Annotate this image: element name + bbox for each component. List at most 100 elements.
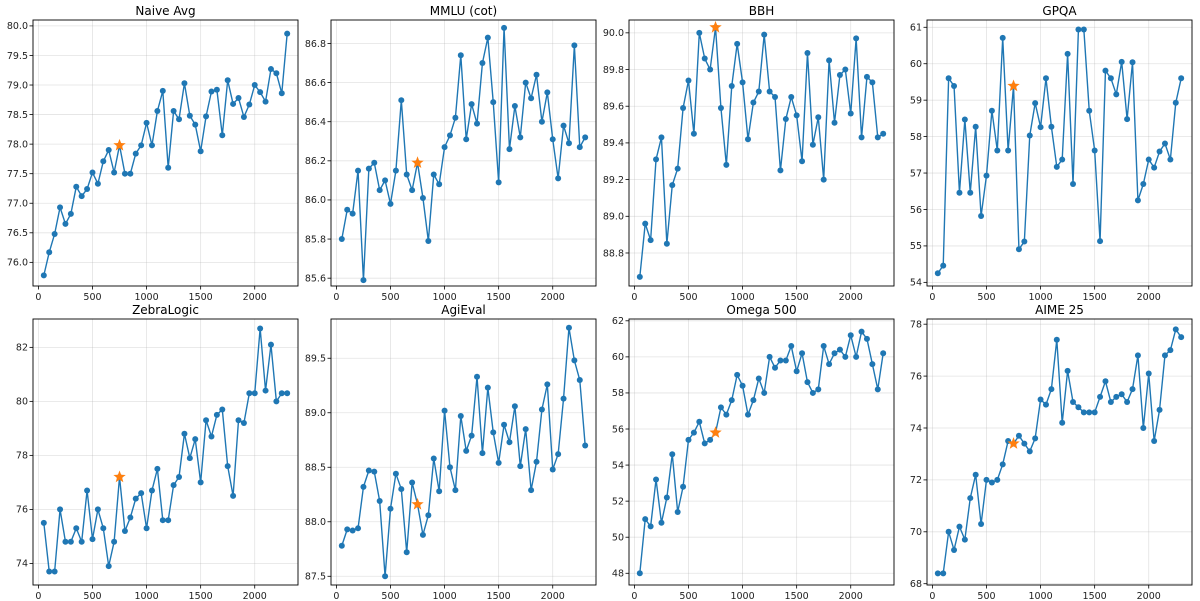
data-point — [1178, 334, 1185, 341]
data-point — [696, 29, 703, 36]
highlight-star-marker — [411, 156, 424, 169]
data-point — [777, 357, 784, 364]
data-point — [1161, 352, 1168, 359]
data-point — [484, 34, 491, 41]
panel-naive-avg: Naive Avg 0 500 1000 1500 2000 76.0 76.5 77.0 77… — [7, 4, 299, 303]
data-point — [544, 381, 551, 388]
series-line — [639, 330, 884, 574]
data-point — [517, 463, 524, 470]
data-point — [528, 95, 535, 102]
grid — [629, 319, 894, 585]
x-tick-label: 0 — [35, 591, 41, 601]
data-point — [1070, 180, 1077, 187]
data-point — [344, 206, 351, 213]
data-point — [777, 167, 784, 174]
data-point — [40, 272, 47, 279]
data-point — [799, 158, 806, 165]
data-point — [1070, 399, 1077, 406]
data-point — [409, 187, 416, 194]
y-tick-label: 78 — [16, 451, 28, 462]
grid — [927, 20, 1192, 286]
data-point — [479, 450, 486, 457]
data-point — [349, 210, 356, 217]
x-tick-label: 0 — [333, 591, 339, 601]
series-line — [937, 28, 1182, 274]
data-point — [869, 361, 876, 368]
data-point — [186, 455, 193, 462]
x-tick-label: 2000 — [243, 292, 267, 303]
x-tick-label: 2000 — [541, 292, 565, 303]
panel-bbh: BBH 0 500 1000 1500 2000 88.8 89.0 89.2 89.4 89.6… — [603, 4, 895, 303]
data-point — [349, 527, 356, 534]
data-points — [636, 24, 887, 280]
series-line — [341, 327, 586, 577]
data-point — [278, 90, 285, 97]
data-point — [148, 487, 155, 494]
data-point — [1091, 147, 1098, 154]
y-tick-label: 52 — [612, 496, 624, 507]
data-point — [382, 177, 389, 184]
x-tick-label: 500 — [381, 591, 399, 601]
data-point — [452, 114, 459, 121]
y-tick-label: 89.6 — [603, 102, 624, 113]
grid — [331, 319, 596, 585]
data-point — [1124, 399, 1131, 406]
data-point — [403, 171, 410, 178]
data-point — [267, 341, 274, 348]
data-point — [143, 119, 150, 126]
data-point — [436, 181, 443, 188]
y-tick-label: 78 — [910, 319, 922, 330]
data-point — [701, 440, 708, 447]
series-line — [43, 33, 288, 276]
data-point — [78, 538, 85, 545]
y-tick-label: 78.0 — [7, 139, 28, 150]
data-point — [338, 542, 345, 549]
data-point — [961, 116, 968, 123]
data-point — [576, 377, 583, 384]
plot-frame — [330, 19, 597, 287]
data-point — [680, 483, 687, 490]
data-point — [176, 473, 183, 480]
x-tick-label: 0 — [929, 292, 935, 303]
x-tick-label: 1500 — [189, 292, 213, 303]
data-point — [219, 406, 226, 413]
data-point — [696, 418, 703, 425]
x-tick-label: 500 — [381, 292, 399, 303]
data-point — [1145, 156, 1152, 163]
data-point — [707, 436, 714, 443]
data-point — [809, 141, 816, 148]
data-point — [360, 483, 367, 490]
y-tick-label: 60 — [612, 352, 624, 363]
panel-title: AIME 25 — [1035, 303, 1084, 317]
data-point — [165, 164, 172, 171]
data-point — [1015, 432, 1022, 439]
data-point — [863, 73, 870, 80]
data-point — [582, 442, 589, 449]
data-point — [62, 538, 69, 545]
x-tick-label: 1500 — [1083, 292, 1107, 303]
data-point — [1048, 123, 1055, 130]
series-line — [639, 26, 884, 277]
data-point — [853, 35, 860, 42]
data-point — [804, 50, 811, 57]
data-point — [105, 563, 112, 570]
y-tick-label: 76 — [16, 505, 28, 516]
data-points — [338, 324, 589, 580]
data-point — [815, 114, 822, 121]
data-point — [972, 471, 979, 478]
data-point — [690, 130, 697, 137]
data-point — [642, 220, 649, 227]
x-tick-label: 1000 — [432, 292, 456, 303]
data-point — [251, 390, 258, 397]
data-point — [994, 476, 1001, 483]
data-point — [658, 519, 665, 526]
data-point — [999, 34, 1006, 41]
data-point — [755, 88, 762, 95]
data-point — [273, 70, 280, 77]
data-point — [468, 432, 475, 439]
data-point — [961, 536, 968, 543]
y-tick-label: 86.0 — [305, 195, 326, 206]
data-point — [159, 87, 166, 94]
data-point — [565, 140, 572, 147]
data-point — [1167, 156, 1174, 163]
